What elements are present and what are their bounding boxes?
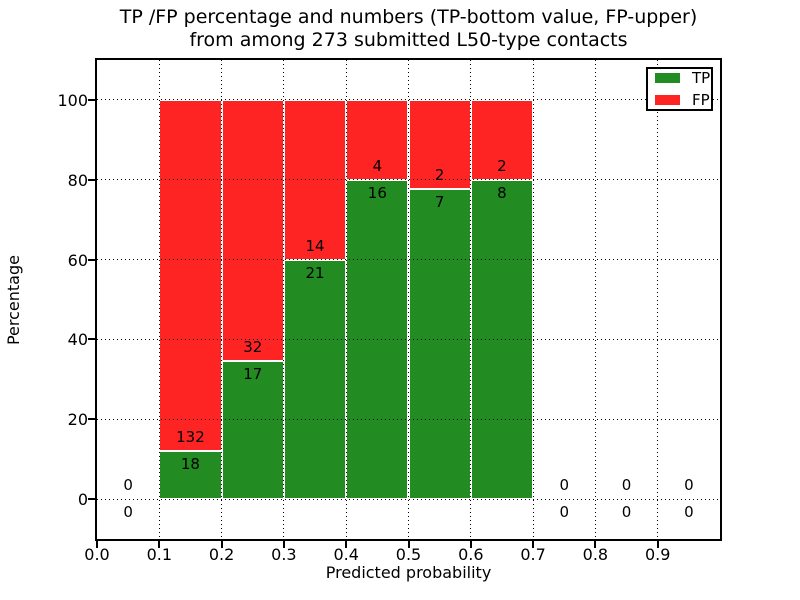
x-tick-mark (345, 541, 348, 548)
chart-title: TP /FP percentage and numbers (TP-bottom… (97, 6, 720, 52)
y-tick-mark (88, 258, 95, 261)
x-tick-label: 0.0 (84, 545, 110, 564)
tp-count-label: 18 (180, 455, 200, 474)
gridline-vertical (158, 60, 160, 539)
tp-count-label: 0 (684, 503, 694, 522)
x-tick-label: 0.9 (644, 545, 671, 564)
fp-count-label: 0 (684, 476, 694, 495)
x-tick-label: 0.5 (395, 545, 422, 564)
y-tick-mark (88, 498, 95, 501)
gridline-vertical (345, 60, 347, 539)
x-tick-label: 0.1 (146, 545, 173, 564)
x-tick-label: 0.8 (582, 545, 609, 564)
fp-count-label: 4 (372, 156, 383, 175)
tp-count-label: 0 (621, 503, 632, 522)
gridline-vertical (221, 60, 223, 539)
y-tick-mark (88, 418, 95, 421)
x-tick-mark (96, 541, 98, 548)
x-tick-label: 0.2 (208, 545, 235, 564)
chart-title-line2: from among 273 submitted L50-type contac… (189, 29, 628, 51)
fp-count-label: 0 (123, 476, 133, 495)
gridline-vertical (470, 60, 472, 539)
fp-count-label: 132 (176, 428, 205, 447)
tp-bar-segment (408, 188, 471, 500)
fp-bar-segment (221, 99, 284, 361)
x-tick-mark (469, 541, 472, 548)
fp-count-label: 14 (305, 236, 325, 255)
tp-bar-segment (283, 259, 347, 500)
tp-count-label: 7 (434, 192, 445, 211)
x-tick-label: 0.6 (458, 545, 484, 564)
chart-title-line1: TP /FP percentage and numbers (TP-bottom… (119, 6, 698, 28)
legend-label: FP (692, 90, 710, 109)
legend-row: FP (655, 92, 710, 108)
x-tick-mark (282, 541, 285, 548)
x-tick-label: 0.3 (271, 545, 297, 564)
tp-count-label: 8 (497, 183, 507, 202)
gridline-vertical (657, 60, 659, 539)
gridline-vertical (532, 60, 534, 539)
y-tick-label: 60 (67, 250, 88, 270)
fp-count-label: 2 (497, 156, 507, 175)
x-tick-label: 0.4 (333, 545, 359, 564)
legend-label: TP (692, 68, 711, 87)
gridline-vertical (594, 60, 596, 539)
tp-count-label: 0 (559, 503, 570, 522)
x-tick-mark (158, 541, 161, 548)
y-axis-label: Percentage (4, 255, 23, 346)
x-tick-label: 0.7 (520, 545, 546, 564)
fp-count-label: 0 (621, 476, 632, 495)
tp-bar-segment (159, 451, 222, 500)
y-tick-label: 80 (67, 170, 88, 190)
x-tick-mark (407, 541, 410, 548)
legend-row: TP (655, 70, 710, 86)
fp-count-label: 2 (434, 165, 445, 184)
fp-bar-segment (159, 99, 222, 452)
tp-count-label: 21 (305, 263, 325, 282)
x-tick-mark (532, 541, 535, 548)
y-tick-label: 0 (77, 490, 88, 510)
tp-count-label: 17 (243, 364, 263, 383)
x-tick-mark (656, 541, 659, 548)
legend: TP FP (646, 67, 713, 111)
fp-count-label: 32 (243, 337, 263, 356)
y-tick-label: 40 (67, 330, 88, 350)
y-tick-mark (88, 338, 95, 341)
x-tick-mark (594, 541, 597, 548)
y-tick-label: 20 (67, 410, 88, 430)
fp-legend-swatch (655, 95, 680, 105)
tp-count-label: 16 (367, 183, 387, 202)
fp-count-label: 0 (559, 476, 570, 495)
y-tick-mark (88, 178, 95, 181)
tp-legend-swatch (655, 73, 680, 83)
gridline-vertical (408, 60, 409, 539)
tp-bar-segment (221, 360, 284, 500)
x-tick-mark (220, 541, 223, 548)
x-axis-label: Predicted probability (325, 563, 492, 582)
tp-count-label: 0 (123, 503, 133, 522)
gridline-vertical (283, 60, 285, 539)
y-tick-mark (88, 98, 95, 101)
y-tick-label: 100 (57, 90, 88, 110)
plot-area: TP FP 0 0 132 18 32 17 14 21 4 16 2 7 2 8 0 0 0 0 0 0 (88, 58, 722, 548)
